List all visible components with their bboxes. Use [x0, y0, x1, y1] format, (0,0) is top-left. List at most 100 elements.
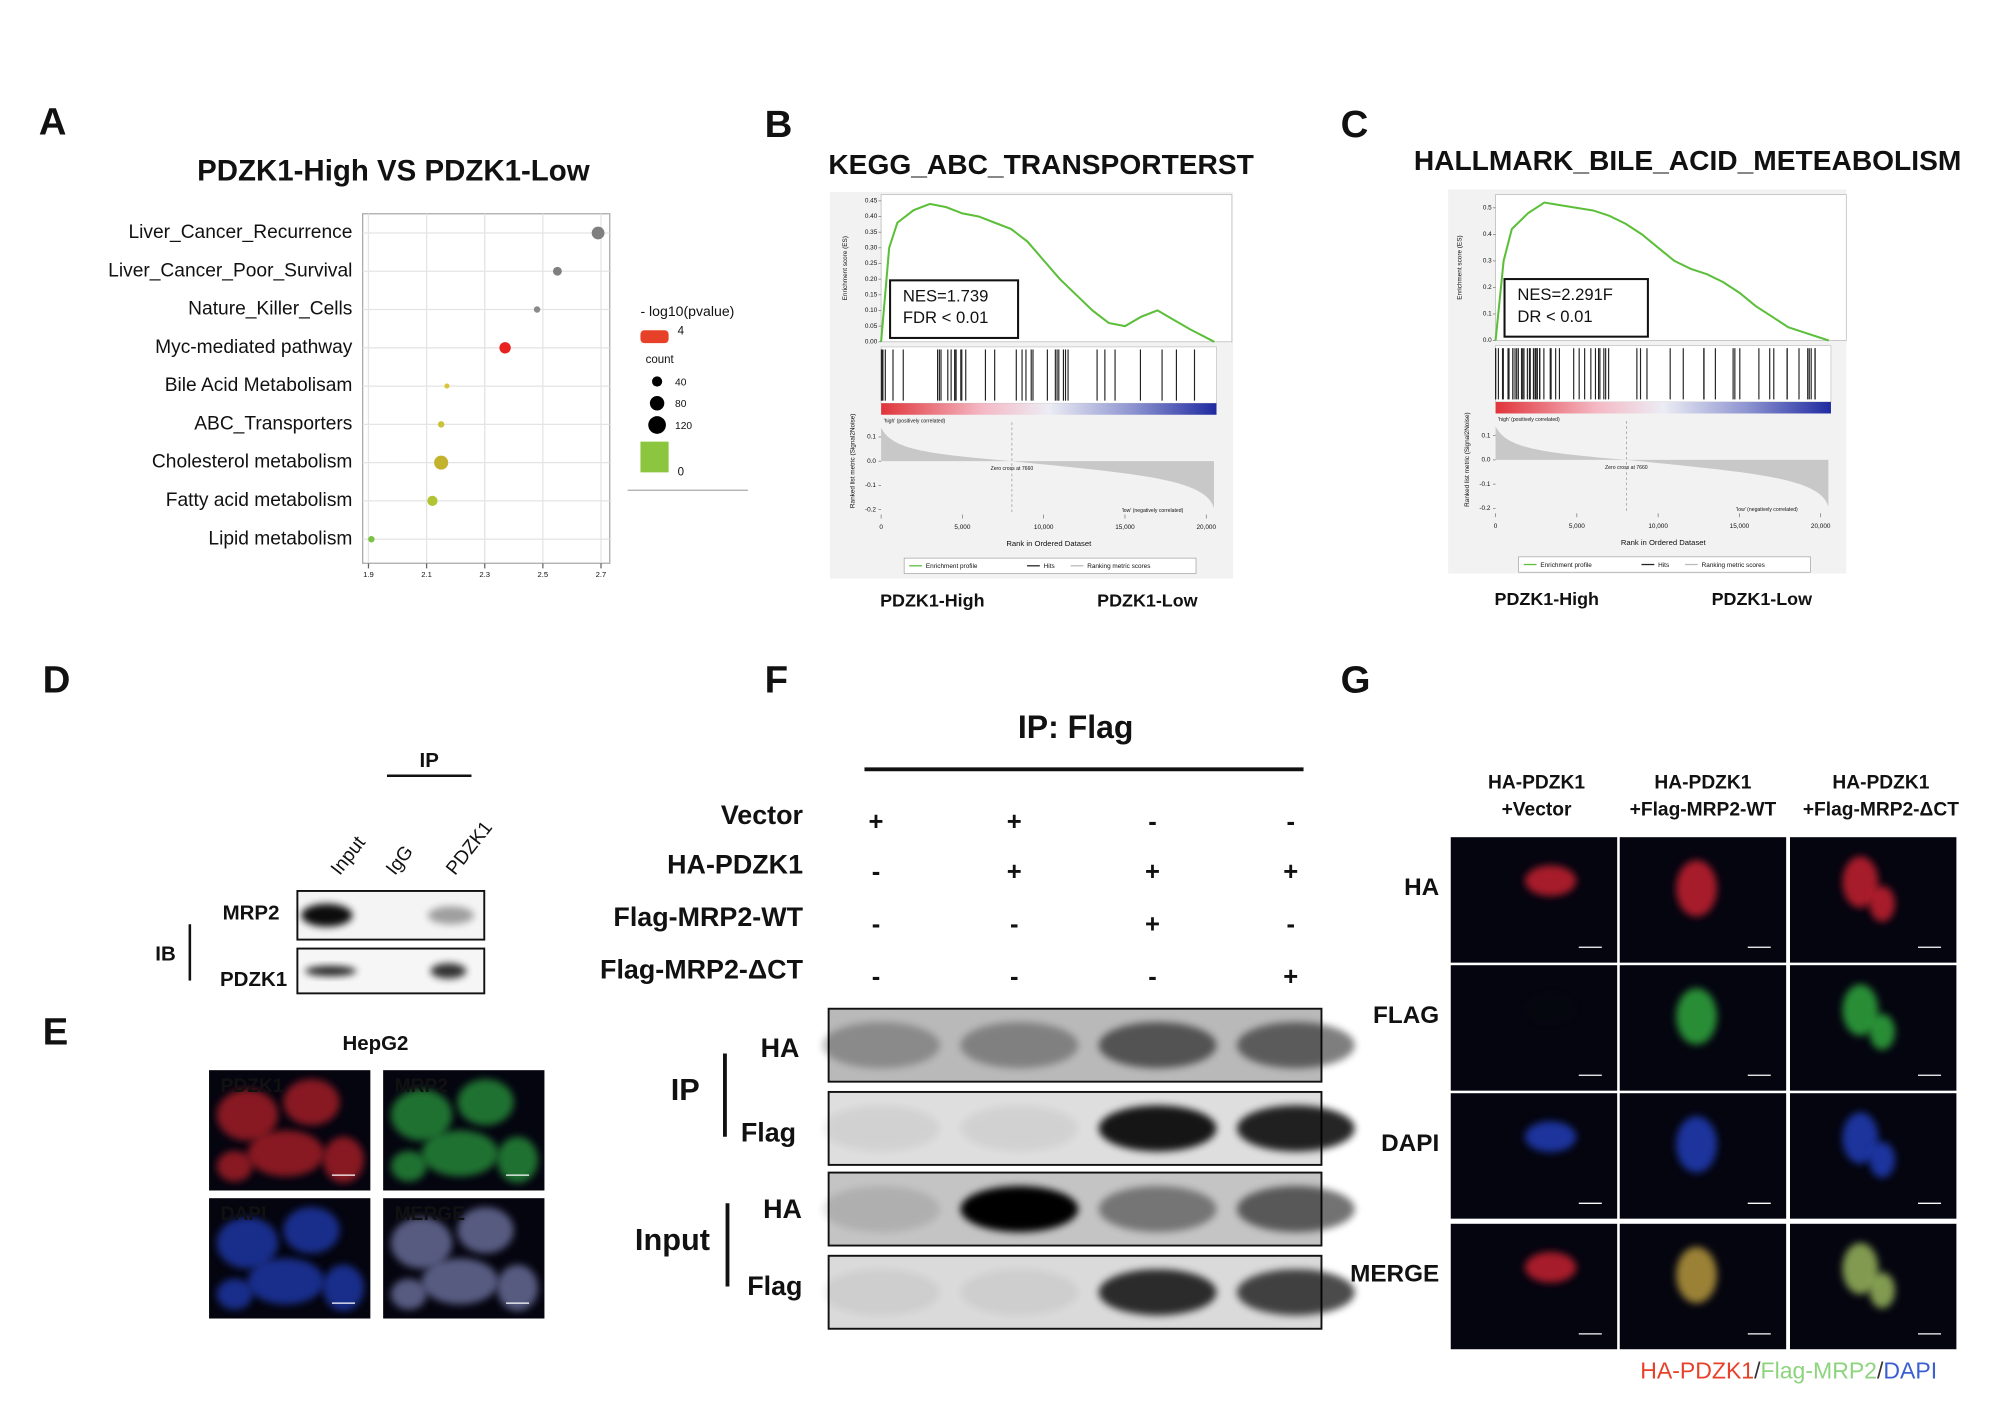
category-label: Nature_Killer_Cells — [188, 299, 352, 320]
y-tick-label: 0.15 — [865, 291, 878, 298]
stats-text: NES=2.291F — [1517, 285, 1613, 304]
y-axis-label: Enrichment score (ES) — [842, 236, 849, 300]
column-label: +Flag-MRP2-WT — [1630, 799, 1777, 820]
metric-area — [881, 427, 1214, 509]
category-label: Lipid metabolism — [208, 528, 352, 549]
cell — [1842, 984, 1879, 1036]
cell — [1842, 856, 1879, 908]
cell — [1525, 1251, 1577, 1283]
x-tick-label: 10,000 — [1648, 523, 1668, 530]
x-tick-label: 0 — [879, 524, 883, 531]
panel-letter: G — [1341, 658, 1371, 701]
cell — [390, 1150, 427, 1182]
legend-box — [1518, 556, 1811, 573]
band — [1098, 1105, 1217, 1152]
legend-part: / — [1877, 1357, 1884, 1383]
cell — [1869, 1272, 1895, 1309]
es-frame — [1495, 194, 1847, 341]
y-tick-label: 0.25 — [865, 260, 878, 267]
y-tick-label: 0.30 — [865, 245, 878, 252]
legend-part: / — [1754, 1357, 1761, 1383]
micrograph — [1450, 1093, 1618, 1219]
band — [1236, 1022, 1355, 1069]
legend-label: Enrichment profile — [1540, 562, 1592, 569]
dot — [434, 455, 449, 470]
legend-dot — [649, 396, 665, 411]
y-tick-label: -0.2 — [865, 506, 876, 513]
chart-title: HALLMARK_BILE_ACID_METEABOLISM — [1414, 145, 1962, 176]
sign: + — [1007, 808, 1022, 836]
y-axis-label: Enrichment score (ES) — [1456, 235, 1463, 299]
row-label: PDZK1 — [220, 968, 287, 991]
sign: - — [872, 963, 881, 991]
legend-label: Hits — [1658, 562, 1669, 569]
legend: HA-PDZK1/Flag-MRP2/DAPI — [1640, 1357, 1937, 1383]
x-axis-label: Rank in Ordered Dataset — [1621, 538, 1707, 547]
sign: + — [1145, 858, 1160, 886]
dot — [533, 306, 541, 313]
y-tick-label: 0.4 — [1483, 231, 1492, 238]
y-tick-label: 0.00 — [865, 338, 878, 345]
band — [427, 906, 475, 925]
x-tick-label: 5,000 — [1569, 523, 1585, 530]
y-axis-label: Ranked list metric (Signal2Noise) — [1464, 412, 1471, 506]
cell — [1676, 1116, 1718, 1173]
y-tick-label: 0.3 — [1483, 258, 1492, 265]
band — [822, 1186, 940, 1233]
x-tick-label: 5,000 — [954, 524, 970, 531]
sign: + — [1283, 858, 1298, 886]
label: IP — [420, 749, 439, 772]
dot — [427, 495, 438, 507]
cell — [497, 1264, 539, 1311]
category-label: ABC_Transporters — [194, 413, 352, 434]
y-tick-label: 0.45 — [865, 198, 878, 205]
category-label: Bile Acid Metabolisam — [165, 375, 353, 396]
label: IB — [155, 942, 175, 965]
category-label: Myc-mediated pathway — [155, 337, 353, 358]
legend-swatch — [640, 441, 669, 473]
legend-label: 80 — [675, 399, 687, 410]
tile-label: MERGE — [395, 1204, 466, 1225]
label: IP: Flag — [1018, 709, 1134, 745]
legend-part: HA-PDZK1 — [1640, 1357, 1754, 1383]
annotation: 'low' (negatively correlated) — [1122, 508, 1184, 514]
cell — [1842, 1242, 1879, 1295]
cell — [1869, 1141, 1895, 1178]
condition-label: Flag-MRP2-ΔCT — [600, 955, 804, 985]
legend-label: 120 — [675, 421, 692, 432]
legend-box — [903, 557, 1197, 574]
cell — [1842, 1112, 1879, 1164]
micrograph — [1450, 837, 1618, 963]
y-tick-label: -0.1 — [865, 482, 876, 489]
category-label: Cholesterol metabolism — [152, 452, 353, 473]
cell — [1869, 1013, 1895, 1050]
x-tick-label: 15,000 — [1730, 523, 1750, 530]
blot-label: Flag — [747, 1271, 802, 1301]
hits-frame — [1495, 345, 1832, 403]
band — [822, 1269, 940, 1316]
annotation: 'low' (negatively correlated) — [1736, 507, 1798, 513]
x-axis-label: Rank in Ordered Dataset — [1006, 539, 1092, 548]
stats-box — [1503, 278, 1649, 338]
x-tick-label: 2.7 — [596, 570, 607, 579]
condition-label: Flag-MRP2-WT — [613, 902, 803, 932]
annotation: 'high' (positively correlated) — [1498, 417, 1560, 423]
category-label: Fatty acid metabolism — [166, 490, 353, 511]
micrograph — [1450, 1223, 1618, 1350]
band — [1236, 1186, 1355, 1233]
column-label: +Flag-MRP2-ΔCT — [1803, 799, 1959, 820]
cell — [1525, 1121, 1577, 1153]
enrichment-curve — [880, 202, 1215, 343]
row-label: FLAG — [1373, 1002, 1439, 1029]
dot — [444, 383, 450, 389]
band — [960, 1022, 1079, 1069]
tile-label: DAPI — [221, 1204, 267, 1225]
dot — [368, 535, 375, 543]
legend-dot — [651, 376, 663, 387]
column-label: HA-PDZK1 — [1654, 773, 1751, 794]
cell — [247, 1130, 325, 1177]
legend-label: Ranking metric scores — [1087, 563, 1150, 570]
dot — [591, 226, 605, 240]
legend-swatch — [640, 330, 669, 344]
band — [1098, 1186, 1217, 1233]
